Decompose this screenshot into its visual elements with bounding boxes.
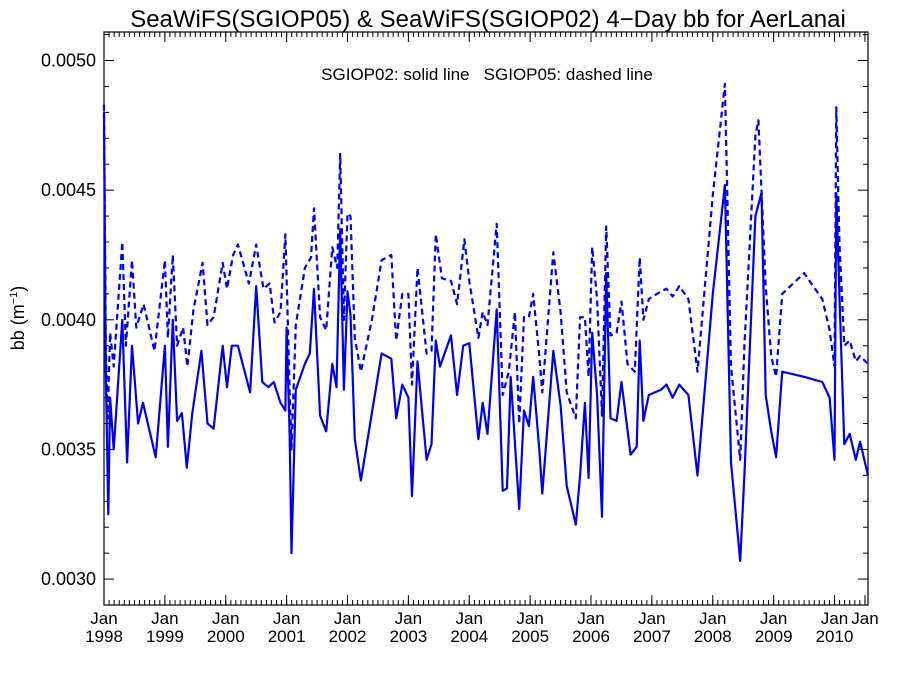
x-tick-year-label: 1999 bbox=[146, 627, 184, 646]
plot-frame bbox=[103, 31, 869, 606]
x-tick-year-label: 2010 bbox=[816, 627, 854, 646]
x-tick-month-label: Jan bbox=[90, 609, 117, 628]
x-tick-month-label: Jan bbox=[699, 609, 726, 628]
series-line-sgiop05 bbox=[102, 82, 869, 461]
x-tick-month-label: Jan bbox=[821, 609, 848, 628]
x-tick-month-label: Jan bbox=[638, 609, 665, 628]
y-tick-label: 0.0030 bbox=[41, 569, 96, 589]
x-tick-month-label: Jan bbox=[851, 609, 878, 628]
x-tick-year-label: 2003 bbox=[389, 627, 427, 646]
series-layer bbox=[102, 82, 870, 562]
x-tick-month-label: Jan bbox=[212, 609, 239, 628]
x-tick-year-label: 2007 bbox=[633, 627, 671, 646]
legend-annotation: SGIOP02: solid line SGIOP05: dashed line bbox=[321, 65, 653, 84]
x-tick-month-label: Jan bbox=[760, 609, 787, 628]
y-tick-label: 0.0040 bbox=[41, 310, 96, 330]
y-axis-label-main: bb (m bbox=[8, 304, 28, 350]
x-tick-year-label: 2002 bbox=[329, 627, 367, 646]
y-axis-label-close: ) bbox=[8, 286, 28, 292]
y-tick-label: 0.0035 bbox=[41, 439, 96, 459]
x-tick-year-label: 2000 bbox=[207, 627, 245, 646]
chart-title: SeaWiFS(SGIOP05) & SeaWiFS(SGIOP02) 4−Da… bbox=[130, 6, 846, 33]
x-tick-year-label: 2006 bbox=[572, 627, 610, 646]
x-tick-year-label: 2001 bbox=[268, 627, 306, 646]
x-tick-year-label: 1998 bbox=[85, 627, 123, 646]
x-tick-year-label: 2008 bbox=[694, 627, 732, 646]
x-tick-month-label: Jan bbox=[395, 609, 422, 628]
x-tick-month-label: Jan bbox=[334, 609, 361, 628]
y-tick-label: 0.0050 bbox=[41, 51, 96, 71]
x-tick-month-label: Jan bbox=[516, 609, 543, 628]
x-tick-year-label: 2009 bbox=[755, 627, 793, 646]
y-axis: 0.0030 0.0035 0.0040 0.0045 0.0050 bbox=[41, 34, 868, 606]
x-tick-month-label: Jan bbox=[151, 609, 178, 628]
x-tick-month-label: Jan bbox=[273, 609, 300, 628]
x-tick-year-label: 2004 bbox=[450, 627, 488, 646]
y-axis-label: bb (m−1) bbox=[8, 286, 28, 351]
x-tick-month-label: Jan bbox=[577, 609, 604, 628]
y-tick-label: 0.0045 bbox=[41, 180, 96, 200]
x-tick-month-label: Jan bbox=[456, 609, 483, 628]
series-line-sgiop02 bbox=[102, 112, 870, 562]
x-axis: Jan1998Jan1999Jan2000Jan2001Jan2002Jan20… bbox=[85, 32, 879, 646]
x-tick-year-label: 2005 bbox=[511, 627, 549, 646]
y-axis-label-exponent: −1 bbox=[8, 292, 20, 305]
